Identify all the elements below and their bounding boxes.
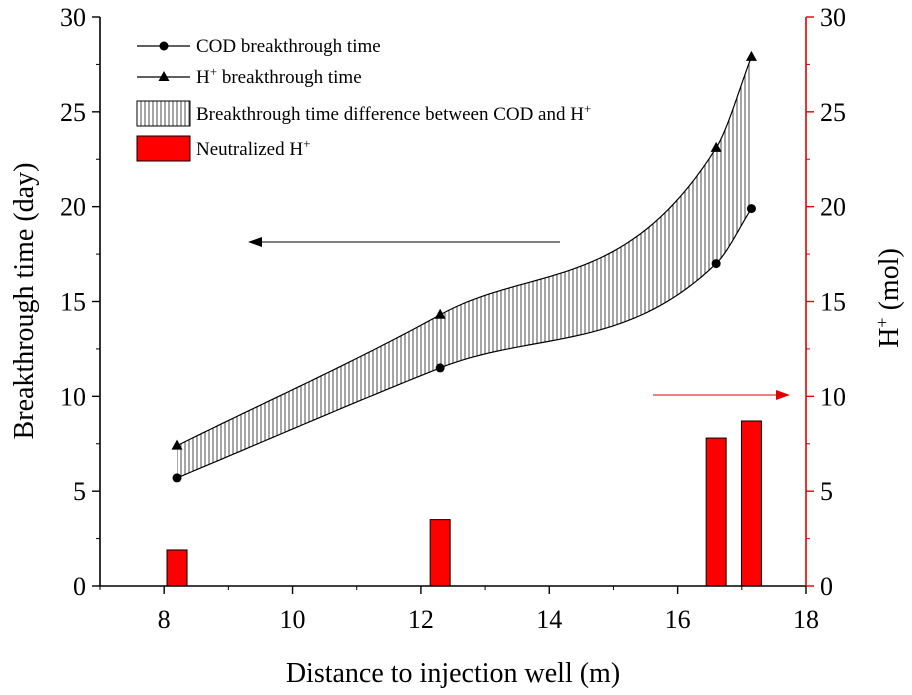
bar-neutralized-h-1 [429, 519, 451, 587]
cod-point-0 [172, 473, 182, 483]
x-tick-label-8: 8 [158, 605, 171, 634]
y-right-tick-label-30: 30 [820, 3, 846, 32]
y-left-tick-label-30: 30 [60, 3, 86, 32]
legend-item-cod: COD breakthrough time [137, 36, 381, 57]
left-axis-arrow [248, 237, 560, 247]
cod-point-2 [711, 259, 721, 269]
markers-group [171, 50, 757, 483]
y-right-tick-label-10: 10 [820, 382, 846, 411]
y-axis-right-title: H+ (mol) [872, 248, 905, 348]
cod-curve [176, 208, 752, 479]
y-right-tick-label-20: 20 [820, 193, 846, 222]
legend-hatch-swatch [136, 100, 191, 127]
x-axis-title: Distance to injection well (m) [286, 658, 620, 689]
legend-item-h: H+ breakthrough time [137, 64, 362, 89]
x-tick-label-18: 18 [793, 605, 819, 634]
h-point-1 [434, 308, 446, 319]
difference-band [177, 56, 752, 478]
bars-group [166, 420, 762, 587]
legend-item-neut: Neutralized H+ [136, 135, 310, 162]
legend-bar-swatch [136, 135, 191, 162]
cod-point-3 [746, 204, 756, 214]
legend-text-diff: Breakthrough time difference between COD… [196, 101, 591, 126]
h-point-2 [710, 141, 722, 152]
y-right-tick-label-5: 5 [820, 477, 833, 506]
y-left-tick-label-10: 10 [60, 382, 86, 411]
ticks-group [92, 16, 814, 594]
bar-neutralized-h-2 [705, 437, 727, 587]
legend-text-cod: COD breakthrough time [196, 36, 381, 57]
h-curve [176, 56, 753, 447]
legend-triangle-marker [158, 71, 170, 81]
x-tick-label-10: 10 [280, 605, 306, 634]
legend-text-h: H+ breakthrough time [196, 64, 362, 89]
x-tick-label-14: 14 [536, 605, 562, 634]
y-left-tick-label-20: 20 [60, 193, 86, 222]
cod-point-1 [435, 363, 445, 373]
y-left-tick-label-15: 15 [60, 288, 86, 317]
h-point-3 [745, 50, 757, 61]
legend-circle-marker [159, 41, 169, 51]
axes-group [99, 17, 807, 587]
y-left-tick-label-5: 5 [73, 477, 86, 506]
x-tick-label-12: 12 [408, 605, 434, 634]
y-left-tick-label-0: 0 [73, 572, 86, 601]
h-point-0 [171, 439, 183, 450]
y-axis-left-title: Breakthrough time (day) [9, 163, 40, 440]
bar-neutralized-h-0 [166, 549, 188, 587]
y-axis-right-title-unit: (mol) [874, 248, 905, 317]
legend-text-neut: Neutralized H+ [196, 136, 310, 161]
y-right-tick-label-15: 15 [820, 288, 846, 317]
x-tick-label-16: 16 [665, 605, 691, 634]
right-axis-arrow [653, 390, 790, 400]
bar-neutralized-h-3 [740, 420, 762, 587]
y-right-tick-label-0: 0 [820, 572, 833, 601]
y-right-tick-label-25: 25 [820, 98, 846, 127]
legend: COD breakthrough time H+ breakthrough ti… [136, 36, 591, 162]
y-axis-right-title-sup: + [872, 317, 892, 327]
legend-item-diff: Breakthrough time difference between COD… [136, 100, 591, 127]
y-axis-right-title-base: H [874, 328, 905, 348]
y-left-tick-label-25: 25 [60, 98, 86, 127]
